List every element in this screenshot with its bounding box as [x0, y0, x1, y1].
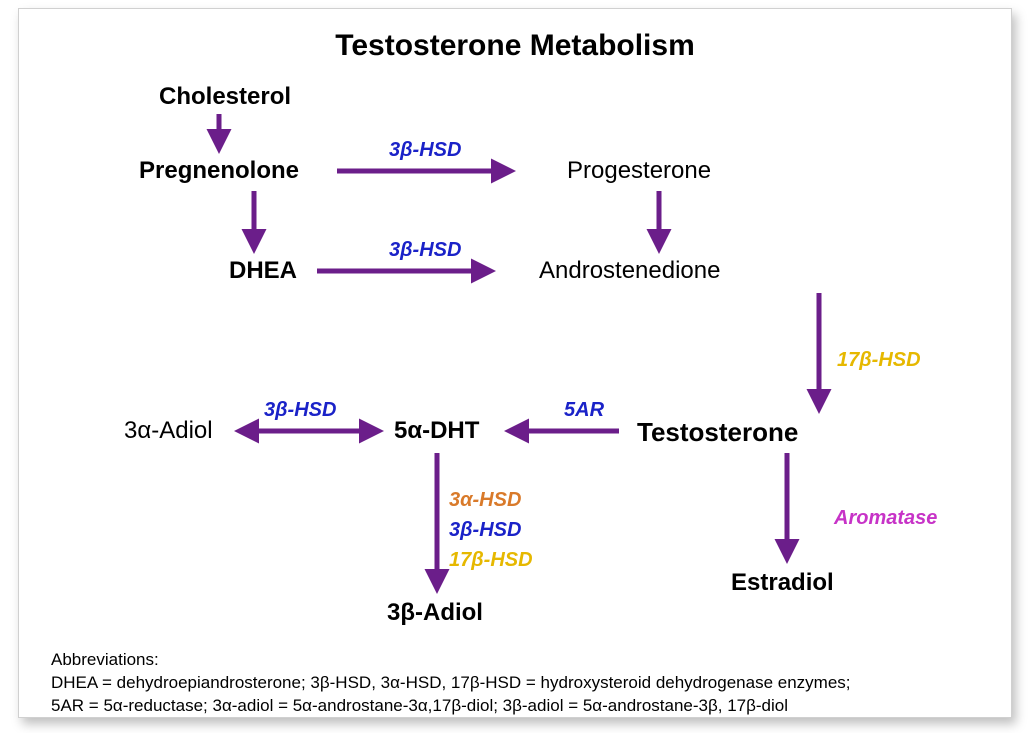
- abbrev-line-1: Abbreviations:: [51, 649, 851, 672]
- arrows-layer: [19, 9, 1011, 717]
- abbrev-line-3: 5AR = 5α-reductase; 3α-adiol = 5α-andros…: [51, 695, 851, 718]
- diagram-canvas: Testosterone Metabolism Cholesterol Preg…: [0, 0, 1028, 733]
- diagram-card: Testosterone Metabolism Cholesterol Preg…: [18, 8, 1012, 718]
- abbrev-line-2: DHEA = dehydroepiandrosterone; 3β-HSD, 3…: [51, 672, 851, 695]
- abbreviations-block: Abbreviations: DHEA = dehydroepiandroste…: [51, 649, 851, 718]
